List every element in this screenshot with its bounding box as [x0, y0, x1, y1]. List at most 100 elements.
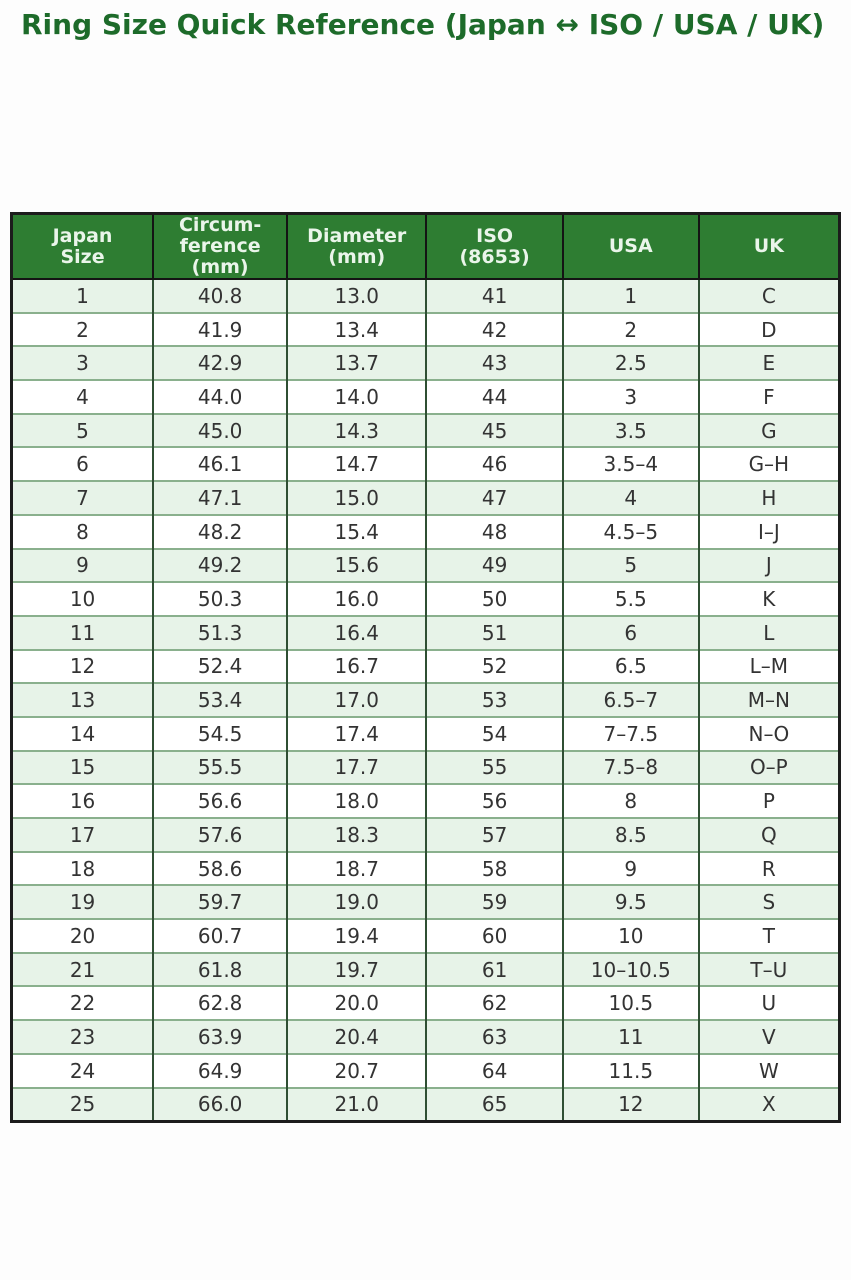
table-cell-japan: 9 [11, 547, 154, 583]
table-cell-uk: U [697, 985, 840, 1021]
column-header-iso: ISO (8653) [425, 213, 563, 280]
table-cell-usa: 4.5–5 [561, 513, 699, 549]
table-row: 1 40.8 13.0 41 1 C [11, 279, 840, 313]
table-cell-diameter: 16.7 [286, 648, 427, 684]
table-cell-usa: 6.5–7 [561, 682, 699, 717]
table-cell-iso: 57 [425, 817, 563, 852]
table-cell-japan: 18 [11, 850, 154, 886]
table-cell-uk: W [697, 1052, 840, 1088]
table-cell-diameter: 14.7 [286, 446, 427, 482]
header-row: Japan Size Circum-ference (mm) Diameter (mm) I… [11, 213, 840, 280]
table-cell-uk: J [697, 547, 840, 583]
table-cell-iso: 52 [425, 648, 563, 684]
table-cell-usa: 5.5 [561, 581, 699, 616]
table-cell-japan: 16 [11, 783, 154, 818]
table-cell-uk: C [697, 279, 840, 313]
table-cell-usa: 10–10.5 [561, 951, 699, 987]
table-cell-circumference: 56.6 [152, 783, 288, 818]
table-cell-diameter: 17.0 [286, 682, 427, 717]
table-cell-japan: 22 [11, 985, 154, 1021]
table-row: 3 42.9 13.7 43 2.5 E [11, 345, 840, 381]
table-cell-iso: 53 [425, 682, 563, 717]
table-cell-diameter: 13.4 [286, 311, 427, 347]
table-row: 20 60.7 19.4 60 10 T [11, 918, 840, 953]
table-cell-japan: 7 [11, 480, 154, 515]
table-cell-diameter: 13.0 [286, 279, 427, 313]
table-cell-usa: 7.5–8 [561, 749, 699, 785]
table-row: 8 48.2 15.4 48 4.5–5 I–J [11, 513, 840, 549]
table-cell-japan: 6 [11, 446, 154, 482]
table-cell-iso: 60 [425, 918, 563, 953]
table-cell-diameter: 18.7 [286, 850, 427, 886]
table-cell-uk: O–P [697, 749, 840, 785]
table-cell-japan: 5 [11, 412, 154, 448]
table-cell-japan: 25 [11, 1086, 154, 1122]
table-row: 7 47.1 15.0 47 4 H [11, 480, 840, 515]
table-cell-usa: 2 [561, 311, 699, 347]
table-cell-usa: 8.5 [561, 817, 699, 852]
table-cell-usa: 6.5 [561, 648, 699, 684]
table-cell-usa: 5 [561, 547, 699, 583]
table-row: 4 44.0 14.0 44 3 F [11, 379, 840, 414]
table-cell-japan: 15 [11, 749, 154, 785]
table-cell-japan: 11 [11, 614, 154, 650]
table-cell-japan: 13 [11, 682, 154, 717]
table-cell-diameter: 13.7 [286, 345, 427, 381]
table-cell-usa: 1 [561, 279, 699, 313]
table-row: 12 52.4 16.7 52 6.5 L–M [11, 648, 840, 684]
table-cell-japan: 4 [11, 379, 154, 414]
table-cell-usa: 6 [561, 614, 699, 650]
table-cell-usa: 3 [561, 379, 699, 414]
table-cell-uk: E [697, 345, 840, 381]
table-cell-iso: 58 [425, 850, 563, 886]
column-header-circumference: Circum-ference (mm) [152, 213, 288, 280]
table-cell-iso: 63 [425, 1019, 563, 1054]
table-row: 6 46.1 14.7 46 3.5–4 G–H [11, 446, 840, 482]
table-cell-uk: R [697, 850, 840, 886]
table-cell-usa: 4 [561, 480, 699, 515]
table-row: 24 64.9 20.7 64 11.5 W [11, 1052, 840, 1088]
table-cell-circumference: 60.7 [152, 918, 288, 953]
table-cell-iso: 49 [425, 547, 563, 583]
table-cell-uk: P [697, 783, 840, 818]
table-row: 15 55.5 17.7 55 7.5–8 O–P [11, 749, 840, 785]
table-cell-japan: 17 [11, 817, 154, 852]
table-cell-uk: I–J [697, 513, 840, 549]
table-row: 23 63.9 20.4 63 11 V [11, 1019, 840, 1054]
table-cell-iso: 46 [425, 446, 563, 482]
table-cell-uk: V [697, 1019, 840, 1054]
table-cell-usa: 9.5 [561, 884, 699, 920]
table-cell-circumference: 54.5 [152, 715, 288, 751]
table-cell-iso: 41 [425, 279, 563, 313]
ring-size-table: Japan Size Circum-ference (mm) Diameter (mm) I… [10, 212, 841, 1123]
table-row: 21 61.8 19.7 61 10–10.5 T–U [11, 951, 840, 987]
table-cell-japan: 3 [11, 345, 154, 381]
table-row: 5 45.0 14.3 45 3.5 G [11, 412, 840, 448]
table-cell-iso: 61 [425, 951, 563, 987]
table-cell-diameter: 16.4 [286, 614, 427, 650]
table-header: Japan Size Circum-ference (mm) Diameter (mm) I… [11, 213, 840, 280]
table-cell-uk: M–N [697, 682, 840, 717]
table-cell-usa: 8 [561, 783, 699, 818]
table-cell-diameter: 19.7 [286, 951, 427, 987]
table-cell-iso: 50 [425, 581, 563, 616]
table-row: 17 57.6 18.3 57 8.5 Q [11, 817, 840, 852]
table-cell-circumference: 52.4 [152, 648, 288, 684]
table-cell-diameter: 14.3 [286, 412, 427, 448]
table-cell-usa: 9 [561, 850, 699, 886]
table-row: 11 51.3 16.4 51 6 L [11, 614, 840, 650]
table-cell-usa: 11.5 [561, 1052, 699, 1088]
table-cell-japan: 2 [11, 311, 154, 347]
table-cell-japan: 23 [11, 1019, 154, 1054]
column-header-diameter: Diameter (mm) [286, 213, 427, 280]
table-cell-circumference: 46.1 [152, 446, 288, 482]
table-cell-iso: 56 [425, 783, 563, 818]
table-cell-iso: 43 [425, 345, 563, 381]
table-cell-usa: 12 [561, 1086, 699, 1122]
table-cell-uk: G–H [697, 446, 840, 482]
table-cell-circumference: 49.2 [152, 547, 288, 583]
table-cell-iso: 45 [425, 412, 563, 448]
table-cell-diameter: 15.4 [286, 513, 427, 549]
table-cell-circumference: 58.6 [152, 850, 288, 886]
table-cell-diameter: 17.4 [286, 715, 427, 751]
